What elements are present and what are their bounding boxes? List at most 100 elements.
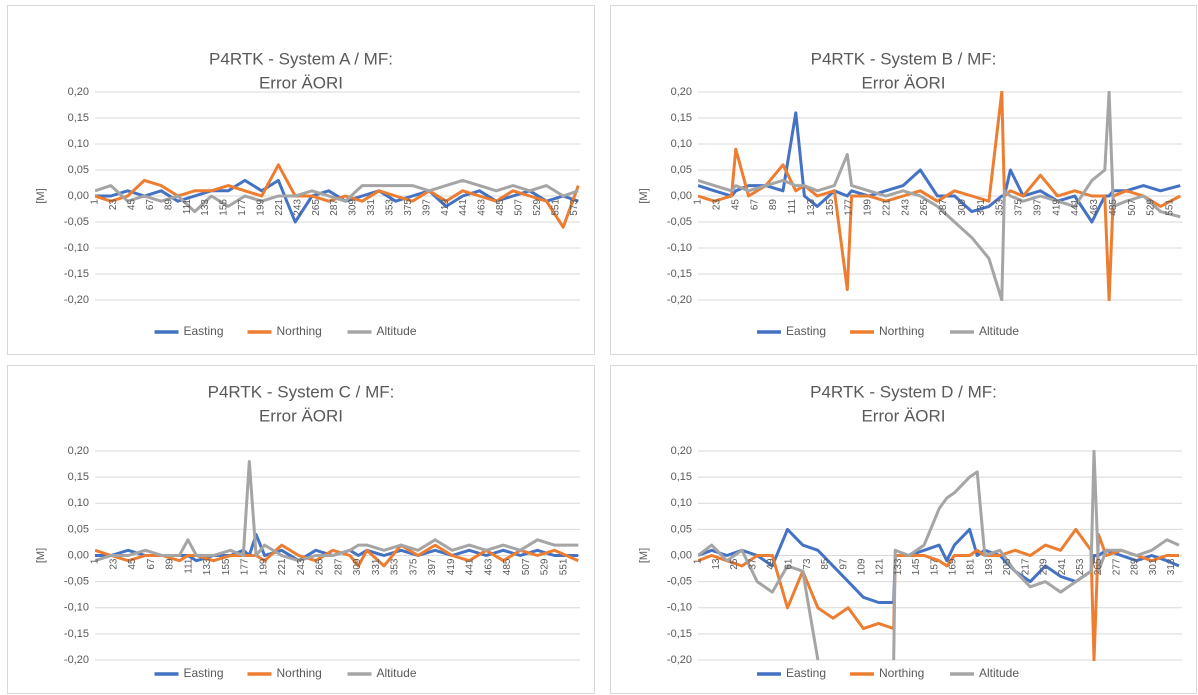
y-tick-label: -0,20 <box>667 294 692 306</box>
x-tick-label: 89 <box>768 199 779 211</box>
x-tick-label: 301 <box>1148 558 1159 575</box>
chart-panel: P4RTK - System A / MF: Error ÄORI [M] 0,20 0… <box>7 5 595 355</box>
chart-panel: P4RTK - System D / MF: Error ÄORI [M] 0,20 0… <box>610 365 1197 694</box>
x-tick-label: 485 <box>1108 199 1119 216</box>
y-tick-label: -0,20 <box>667 654 692 666</box>
x-tick-label: 243 <box>296 558 307 575</box>
x-tick-label: 121 <box>875 558 886 575</box>
x-tick-label: 45 <box>730 199 741 211</box>
y-tick-label: 0,05 <box>68 523 89 535</box>
y-tick-label: 0,05 <box>671 164 692 176</box>
x-tick-label: 265 <box>919 199 930 216</box>
x-tick-label: 573 <box>569 199 580 216</box>
y-tick-label: 0,20 <box>68 86 89 98</box>
x-tick-label: 221 <box>277 558 288 575</box>
x-tick-label: 353 <box>995 199 1006 216</box>
x-tick-label: 229 <box>1039 558 1050 575</box>
y-tick-label: 0,00 <box>68 190 89 202</box>
x-tick-label: 375 <box>403 199 414 216</box>
x-tick-label: 23 <box>712 199 723 211</box>
x-tick-label: 111 <box>183 558 194 574</box>
y-tick-label: 0,00 <box>68 549 89 561</box>
x-tick-label: 313 <box>1166 558 1177 575</box>
legend-label: Northing <box>277 324 322 338</box>
x-tick-label: 265 <box>315 558 326 575</box>
x-tick-label: 289 <box>1130 558 1141 575</box>
x-tick-label: 507 <box>521 558 532 575</box>
y-tick-label: 0,20 <box>671 86 692 98</box>
x-tick-label: 157 <box>929 558 940 575</box>
y-tick-label: -0,20 <box>64 294 89 306</box>
y-tick-label: -0,05 <box>64 216 89 228</box>
x-tick-label: 13 <box>711 558 722 570</box>
y-tick-label: -0,15 <box>64 628 89 640</box>
x-tick-label: 551 <box>1165 199 1176 216</box>
x-tick-label: 375 <box>1014 199 1025 216</box>
y-tick-label: 0,10 <box>671 138 692 150</box>
series-line <box>698 450 1180 661</box>
x-tick-label: 155 <box>219 199 230 216</box>
x-tick-label: 133 <box>893 558 904 575</box>
x-tick-label: 241 <box>1057 558 1068 575</box>
x-tick-label: 441 <box>1070 199 1081 216</box>
chart-subtitle: Error ÄORI <box>259 406 343 425</box>
x-tick-label: 177 <box>844 199 855 216</box>
chart-title: P4RTK - System D / MF: <box>810 382 997 401</box>
x-tick-label: 309 <box>352 558 363 575</box>
x-tick-label: 133 <box>202 558 213 575</box>
x-tick-label: 331 <box>371 558 382 575</box>
x-tick-label: 507 <box>1127 199 1138 216</box>
x-tick-label: 243 <box>292 199 303 216</box>
x-tick-label: 85 <box>820 558 831 570</box>
y-tick-label: 0,10 <box>68 497 89 509</box>
x-tick-label: 441 <box>465 558 476 575</box>
x-tick-label: 529 <box>1146 199 1157 216</box>
x-tick-label: 67 <box>146 558 157 570</box>
x-tick-label: 205 <box>1002 558 1013 575</box>
y-tick-label: -0,10 <box>64 242 89 254</box>
y-axis-label: [M] <box>638 188 650 203</box>
x-tick-label: 133 <box>200 199 211 216</box>
x-tick-label: 419 <box>446 558 457 575</box>
x-tick-label: 1 <box>90 558 101 564</box>
y-tick-label: 0,10 <box>671 497 692 509</box>
x-tick-label: 217 <box>1020 558 1031 575</box>
x-tick-label: 485 <box>502 558 513 575</box>
x-tick-label: 287 <box>333 558 344 575</box>
x-tick-label: 45 <box>127 558 138 570</box>
panel-border <box>7 5 595 355</box>
y-tick-label: 0,15 <box>671 471 692 483</box>
x-tick-label: 485 <box>495 199 506 216</box>
y-tick-label: -0,05 <box>667 216 692 228</box>
x-tick-label: 397 <box>427 558 438 575</box>
x-tick-label: 287 <box>329 199 340 216</box>
y-tick-label: -0,10 <box>667 602 692 614</box>
legend-label: Easting <box>786 324 826 338</box>
legend-label: Easting <box>184 324 224 338</box>
x-tick-label: 25 <box>729 558 740 570</box>
chart-panel: P4RTK - System C / MF: Error ÄORI [M] 0,20 0… <box>7 365 595 694</box>
y-tick-label: -0,10 <box>667 242 692 254</box>
y-tick-label: 0,10 <box>68 138 89 150</box>
series-line <box>95 543 579 568</box>
x-tick-label: 155 <box>221 558 232 575</box>
x-tick-label: 45 <box>126 199 137 211</box>
x-tick-label: 37 <box>747 558 758 570</box>
legend-label: Northing <box>879 324 924 338</box>
chart-title: P4RTK - System A / MF: <box>209 49 393 68</box>
y-tick-label: 0,00 <box>671 549 692 561</box>
legend-label: Altitude <box>377 324 417 338</box>
y-tick-label: 0,15 <box>671 112 692 124</box>
x-tick-label: 199 <box>258 558 269 575</box>
y-tick-label: 0,15 <box>68 471 89 483</box>
x-tick-label: 397 <box>421 199 432 216</box>
chart-panel: P4RTK - System B / MF: Error ÄORI [M] 0,20 0… <box>610 5 1197 355</box>
y-tick-label: 0,20 <box>68 445 89 457</box>
x-tick-label: 375 <box>408 558 419 575</box>
x-tick-label: 61 <box>784 558 795 570</box>
x-tick-label: 23 <box>108 199 119 211</box>
x-tick-label: 397 <box>1032 199 1043 216</box>
chart-subtitle: Error ÄORI <box>259 73 343 92</box>
y-tick-label: -0,15 <box>667 628 692 640</box>
